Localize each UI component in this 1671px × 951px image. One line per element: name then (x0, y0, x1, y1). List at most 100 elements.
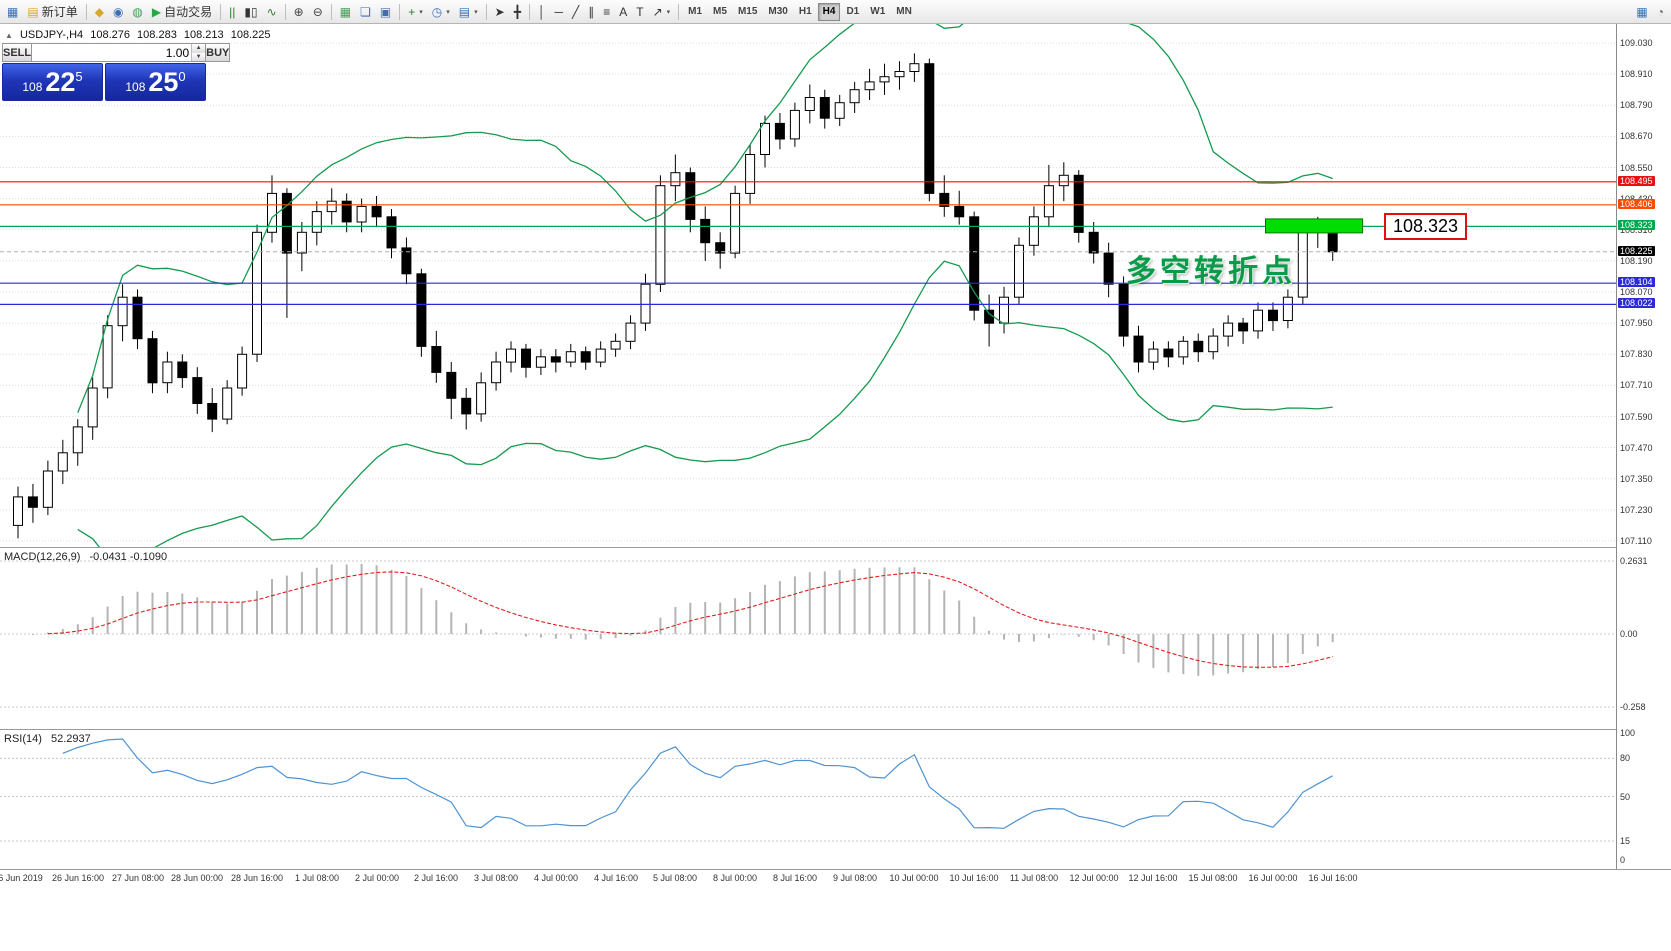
time-axis-label: 28 Jun 16:00 (230, 873, 284, 883)
buy-price-button[interactable]: 108 25 0 (105, 63, 206, 101)
cursor-tool-button[interactable]: ➤ (491, 2, 509, 22)
trendline-tool-icon: ╱ (571, 4, 580, 19)
price-axis-label: 107.830 (1620, 349, 1653, 360)
price-axis-label: 107.470 (1620, 442, 1653, 453)
templates-menu-button[interactable]: ▤ ▾ (455, 2, 482, 22)
time-axis-label: 12 Jul 00:00 (1069, 873, 1119, 883)
main-chart-canvas[interactable] (0, 24, 1616, 547)
tile-windows-button[interactable]: ▦ (336, 2, 355, 22)
label-tool-button[interactable]: T (632, 2, 647, 22)
price-axis-label: 107.350 (1620, 473, 1653, 484)
macd-signal-line (47, 571, 1333, 668)
bar-chart-type-button[interactable]: || (225, 2, 239, 22)
time-axis-label: 1 Jul 08:00 (294, 873, 340, 883)
new-order-button[interactable]: ▤ 新订单 (23, 2, 81, 22)
trendline-tool-button[interactable]: ╱ (568, 2, 583, 22)
autotrading-icon: ▶ (151, 4, 162, 19)
cascade-windows-button[interactable]: ❏ (356, 2, 375, 22)
sell-price-figure: 108 (22, 80, 43, 94)
time-axis-label: 11 Jul 08:00 (1009, 873, 1059, 883)
rsi-axis-label: 100 (1620, 728, 1636, 738)
crosshair-tool-button[interactable]: ╋ (510, 2, 525, 22)
new-order-button-label: 新订单 (41, 5, 78, 19)
vertical-line-tool-icon: │ (537, 4, 546, 19)
price-axis-label: 108.550 (1620, 162, 1653, 173)
macd-axis-label: 0.2631 (1620, 556, 1648, 566)
candlestick-chart-type-icon: ▮▯ (244, 4, 258, 19)
arrows-tool-icon: ↗ (652, 4, 663, 19)
panel-separator[interactable] (0, 547, 1671, 548)
time-axis-label: 2 Jul 00:00 (354, 873, 400, 883)
toolbar-separator (85, 3, 87, 20)
crosshair-tool-icon: ╋ (513, 4, 521, 19)
zoom-out-button[interactable]: ⊖ (309, 2, 327, 22)
price-axis-label: 107.230 (1620, 504, 1653, 515)
chart-properties-button[interactable]: ▦ (1632, 2, 1651, 22)
help-button[interactable]: ◔ (1653, 2, 1668, 22)
zoom-in-button[interactable]: ⊕ (290, 2, 308, 22)
price-axis[interactable]: 109.030 108.910 108.790 108.670 108.550 108.4… (1616, 24, 1671, 869)
toolbar-separator (528, 3, 530, 20)
data-window-icon: ◍ (132, 4, 143, 19)
price-callout: 108.323 (1384, 213, 1468, 240)
sell-price-pips: 22 (45, 66, 76, 97)
timeframe-m5-button[interactable]: M5 (708, 3, 732, 21)
periods-menu-button[interactable]: ◷ ▾ (428, 2, 454, 22)
vertical-line-tool-button[interactable]: │ (534, 2, 550, 22)
channel-tool-button[interactable]: ∥ (584, 2, 598, 22)
data-window-button[interactable]: ◍ (128, 2, 146, 22)
rsi-canvas[interactable] (0, 730, 1616, 869)
indicators-menu-icon: + (408, 4, 416, 19)
new-chart-button[interactable]: ▦ (3, 2, 22, 22)
rsi-value: 52.2937 (50, 733, 91, 745)
tile-windows-icon: ▦ (339, 4, 352, 19)
profiles-icon: ◆ (94, 4, 104, 19)
line-chart-type-button[interactable]: ∿ (263, 2, 281, 22)
market-watch-button[interactable]: ◉ (109, 2, 127, 22)
time-axis-label: 2 Jul 16:00 (413, 873, 459, 883)
timeframe-m15-button[interactable]: M15 (733, 3, 762, 21)
candlestick-chart-type-button[interactable]: ▮▯ (240, 2, 261, 22)
sell-button[interactable]: SELL (2, 43, 33, 62)
volume-up-icon[interactable]: ▲ (192, 44, 206, 53)
indicators-menu-button[interactable]: + ▾ (404, 2, 427, 22)
timeframe-h1-button[interactable]: H1 (794, 3, 817, 21)
toolbar-separator (330, 3, 332, 20)
fibonacci-tool-button[interactable]: ≡ (599, 2, 614, 22)
horizontal-line-tool-button[interactable]: ─ (550, 2, 567, 22)
autotrading-button[interactable]: ▶ 自动交易 (148, 2, 216, 22)
timeframe-h4-button[interactable]: H4 (817, 2, 841, 21)
time-axis-label: 4 Jul 16:00 (593, 873, 639, 883)
panel-separator[interactable] (0, 869, 1671, 870)
timeframe-m1-button[interactable]: M1 (683, 3, 707, 21)
sell-price-button[interactable]: 108 22 5 (2, 63, 103, 101)
panel-separator[interactable] (0, 729, 1671, 730)
price-axis-label: 107.110 (1620, 536, 1652, 546)
timeframe-m30-button[interactable]: M30 (763, 3, 792, 21)
one-click-trading-panel: SELL ▲ ▼ BUY 108 22 5 108 (2, 43, 231, 101)
volume-down-icon[interactable]: ▼ (192, 52, 206, 61)
volume-input[interactable] (32, 44, 192, 61)
highlight-box (1265, 218, 1364, 234)
price-axis-label: 108.790 (1620, 100, 1653, 111)
cursor-tool-icon: ➤ (494, 4, 505, 19)
price-axis-label: 109.030 (1620, 38, 1653, 48)
time-axis-label: 15 Jul 08:00 (1188, 873, 1238, 883)
label-tool-icon: T (636, 4, 644, 19)
time-axis-label: 9 Jul 08:00 (832, 873, 878, 883)
expand-arrow-icon[interactable]: ▲ (5, 31, 13, 40)
main-chart-panel: ▲ USDJPY-,H4 108.276 108.283 108.213 108… (0, 24, 1616, 547)
arrange-windows-button[interactable]: ▣ (376, 2, 395, 22)
timeframe-w1-button[interactable]: W1 (865, 3, 890, 21)
profiles-button[interactable]: ◆ (91, 2, 108, 22)
timeframe-d1-button[interactable]: D1 (841, 3, 864, 21)
timeframe-mn-button[interactable]: MN (891, 3, 917, 21)
text-tool-button[interactable]: A (615, 2, 631, 22)
arrows-tool-button[interactable]: ↗ ▾ (649, 2, 675, 22)
buy-price-point: 0 (178, 69, 186, 84)
time-axis[interactable]: 26 Jun 2019 26 Jun 16:00 27 Jun 08:00 28 Ju… (0, 870, 1616, 891)
buy-button[interactable]: BUY (205, 43, 231, 62)
ohlc-low: 108.213 (183, 29, 224, 41)
macd-canvas[interactable] (0, 548, 1616, 729)
current-price-label: 108.225 (1618, 245, 1655, 256)
